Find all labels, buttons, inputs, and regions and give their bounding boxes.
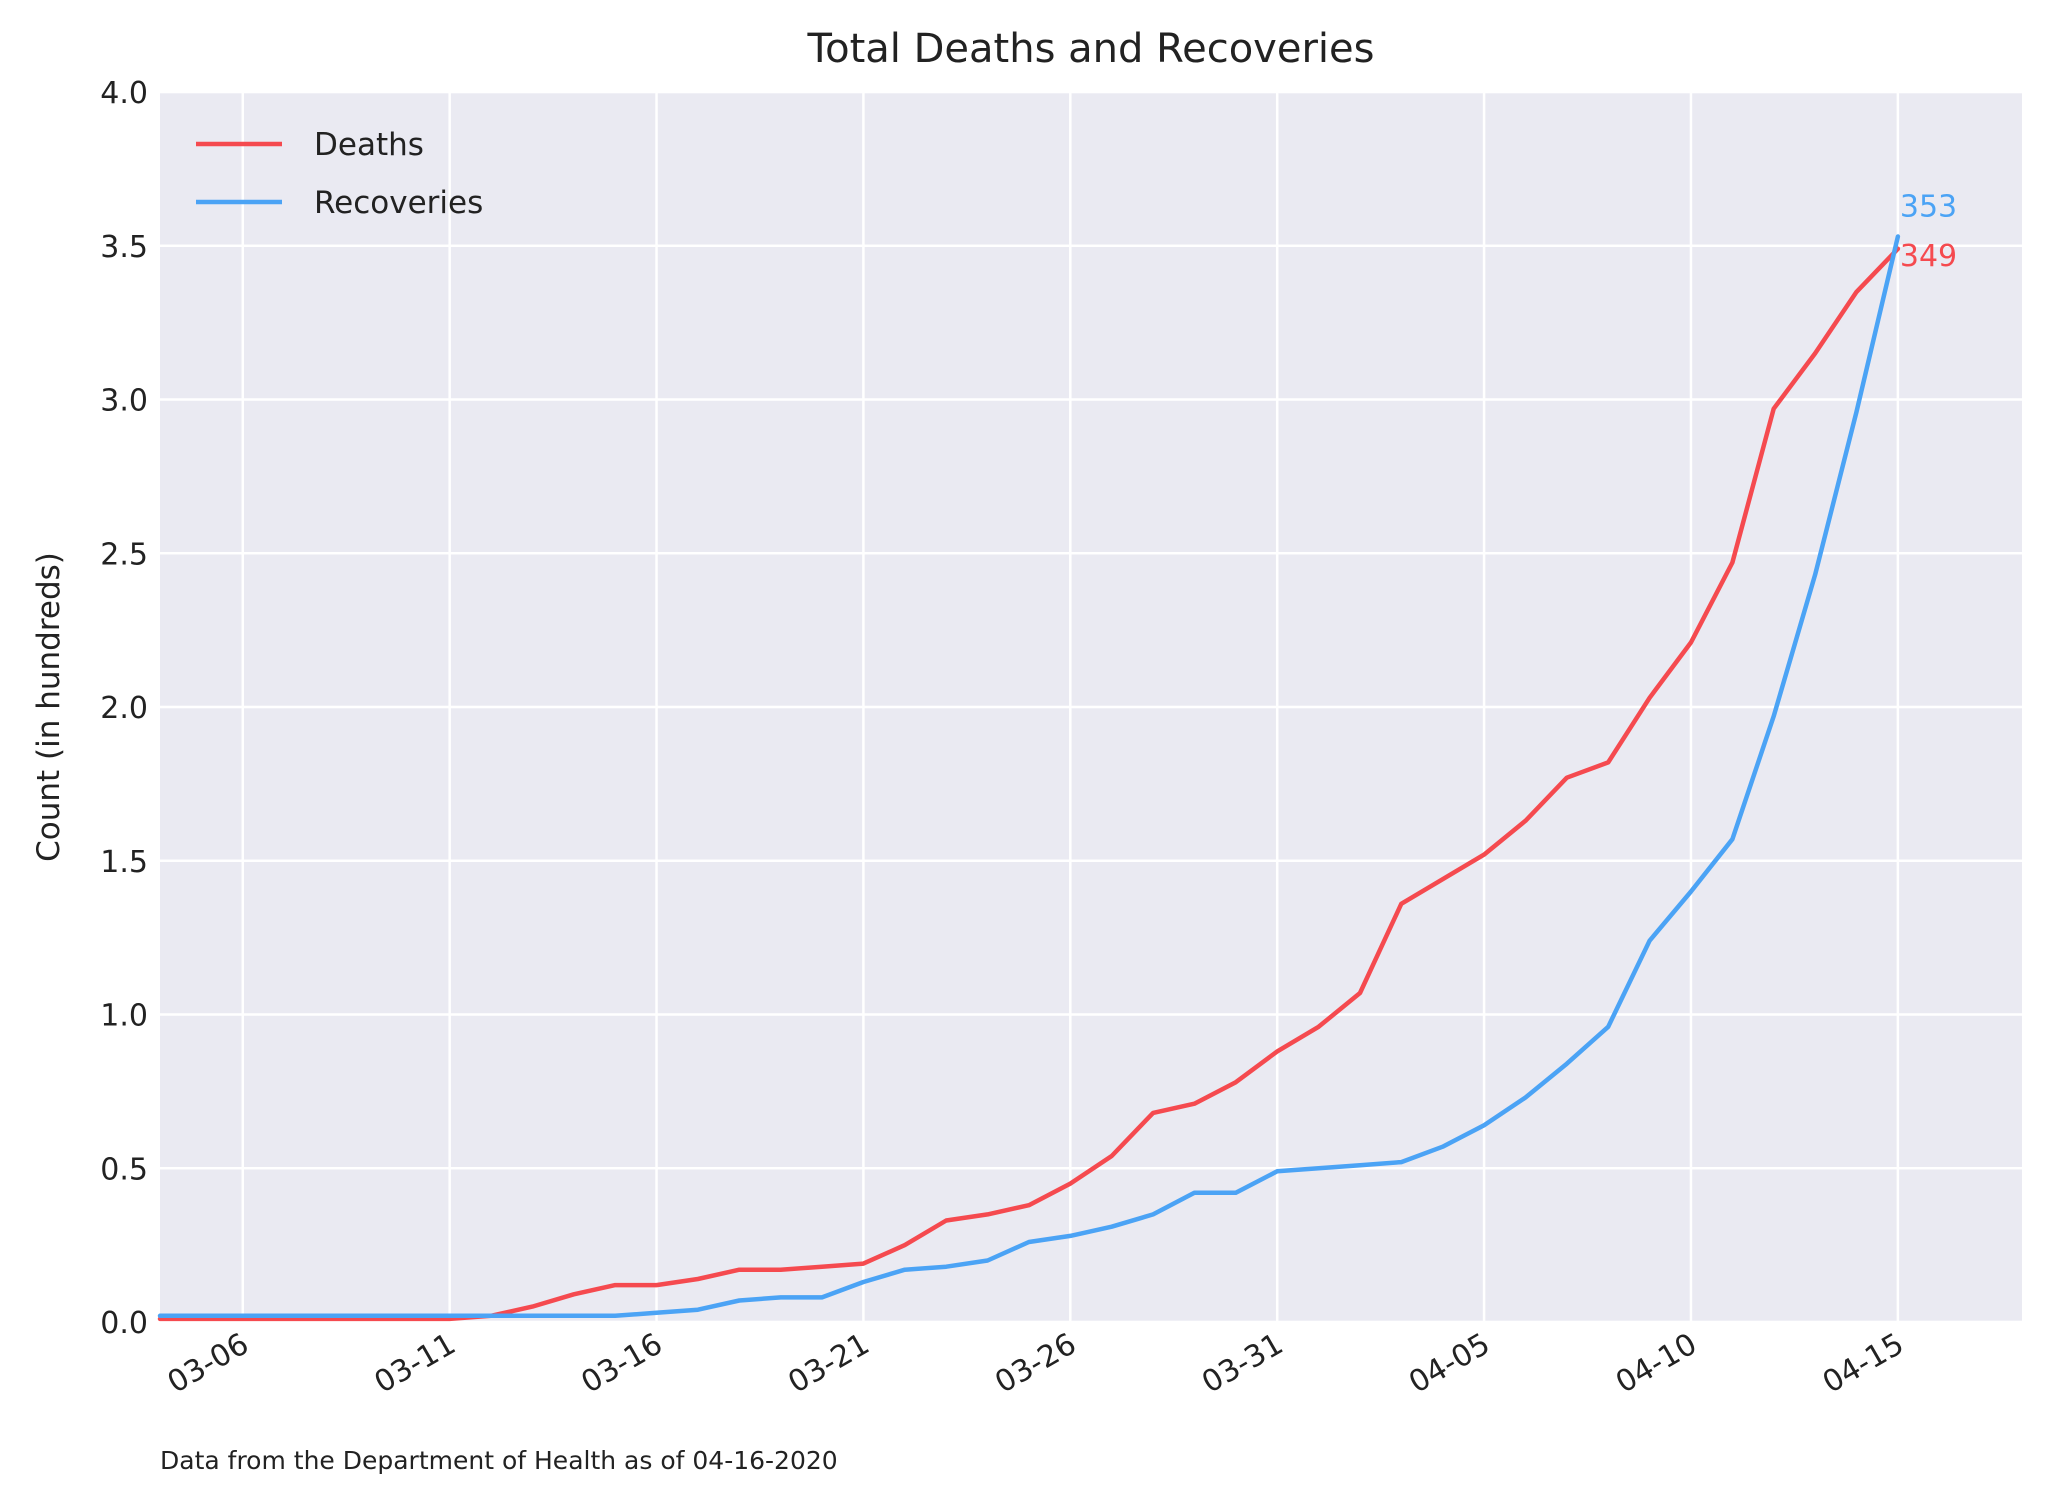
y-tick-labels: 0.0 0.5 1.0 1.5 2.0 2.5 3.0 3.5 4.0 [100, 76, 148, 1341]
x-tick-label: 03-26 [989, 1327, 1082, 1401]
x-tick-label: 03-11 [369, 1327, 462, 1401]
x-tick-label: 04-15 [1817, 1327, 1910, 1401]
x-tick-label: 03-21 [782, 1327, 875, 1401]
y-tick-label: 4.0 [100, 76, 148, 111]
x-tick-label: 04-10 [1610, 1327, 1703, 1401]
legend-label-recoveries: Recoveries [314, 185, 483, 221]
y-tick-label: 3.5 [100, 230, 148, 265]
x-tick-label: 03-31 [1196, 1327, 1289, 1401]
x-tick-label: 03-16 [576, 1327, 669, 1401]
series-lines [157, 234, 1901, 1322]
chart-title: Total Deaths and Recoveries [807, 26, 1375, 72]
y-tick-label: 0.0 [100, 1306, 148, 1341]
y-tick-label: 1.5 [100, 845, 148, 880]
legend: Deaths Recoveries [196, 127, 483, 221]
series-line-recoveries [157, 234, 1901, 1319]
x-tick-label: 04-05 [1403, 1327, 1496, 1401]
y-tick-label: 1.0 [100, 999, 148, 1034]
series-line-deaths [157, 246, 1901, 1322]
end-label-deaths: 349 [1900, 239, 1957, 274]
x-tick-labels: 03-06 03-11 03-16 03-21 03-26 03-31 04-05 04-10… [162, 1327, 1910, 1401]
y-axis-label: Count (in hundreds) [31, 552, 67, 862]
y-tick-label: 2.0 [100, 691, 148, 726]
y-tick-label: 0.5 [100, 1152, 148, 1187]
y-tick-label: 3.0 [100, 384, 148, 419]
end-label-recoveries: 353 [1900, 190, 1957, 225]
x-tick-label: 03-06 [162, 1327, 255, 1401]
y-tick-label: 2.5 [100, 537, 148, 572]
source-note: Data from the Department of Health as of… [160, 1446, 838, 1475]
legend-label-deaths: Deaths [314, 127, 424, 163]
